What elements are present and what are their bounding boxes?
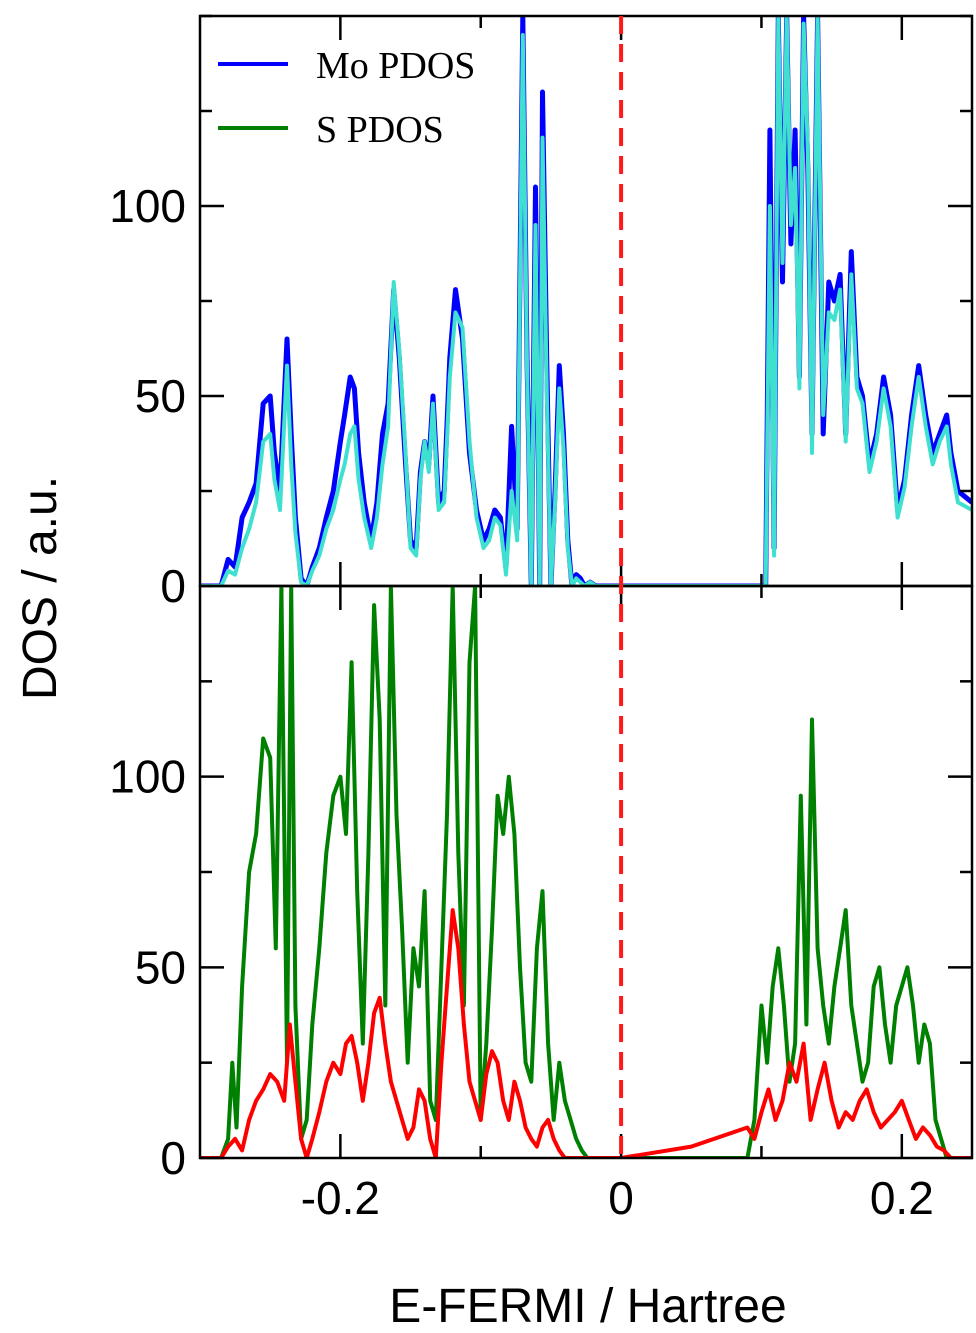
top-ytick-label: 50: [135, 370, 186, 422]
xtick-label: 0.2: [870, 1172, 934, 1224]
xtick-label: 0: [608, 1172, 634, 1224]
top-series-group: [200, 16, 972, 586]
top-ytick-label: 0: [160, 560, 186, 612]
x-axis-title: E-FERMI / Hartree: [389, 1280, 786, 1333]
bottom-series-0-line: [200, 586, 972, 1158]
top-series-0-line: [200, 16, 972, 586]
top-panel: [198, 14, 974, 588]
bottom-panel-frame: [198, 584, 974, 1160]
xtick-label: -0.2: [301, 1172, 380, 1224]
bottom-ytick-label: 50: [135, 941, 186, 993]
bottom-series-1-line: [200, 908, 972, 1158]
axis-ticks: 0 50 100 0 50 100 -0.2 0 0.2: [109, 14, 972, 1224]
bottom-ytick-label: 0: [160, 1132, 186, 1184]
top-panel-frame: [198, 14, 974, 588]
bottom-panel: [198, 584, 974, 1160]
bottom-ytick-label: 100: [109, 751, 186, 803]
y-axis-title: DOS / a.u.: [14, 476, 67, 700]
top-series-1-line: [200, 16, 972, 586]
bottom-series-group: [200, 586, 972, 1158]
legend: Mo PDOS S PDOS: [218, 45, 475, 151]
legend-mo-label: Mo PDOS: [316, 45, 475, 87]
top-ytick-label: 100: [109, 180, 186, 232]
legend-s-label: S PDOS: [316, 109, 444, 151]
